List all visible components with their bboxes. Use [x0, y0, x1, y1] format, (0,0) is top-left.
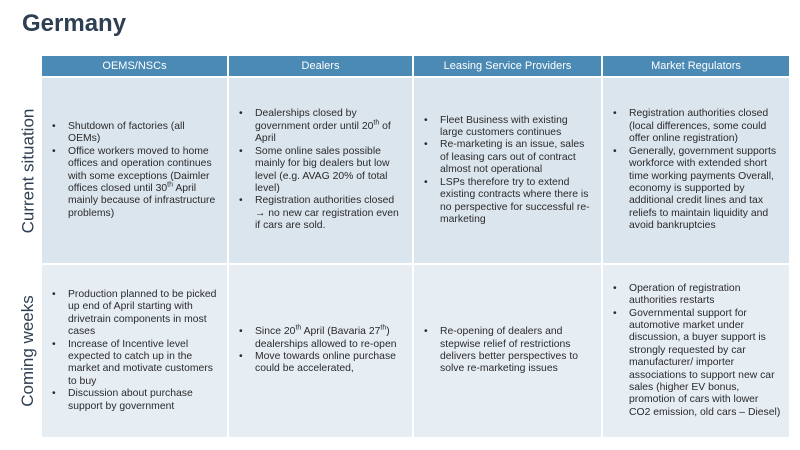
bullet-text: Generally, government supports workforce…: [629, 145, 777, 232]
superscript: th: [373, 119, 380, 127]
bullet: Some online sales possible mainly for bi…: [239, 146, 404, 196]
bullet: Dealerships closed by government order u…: [239, 108, 404, 145]
bullet-text: LSPs therefore try to extend existing co…: [440, 176, 590, 225]
bullet: Fleet Business with existing large custo…: [424, 115, 593, 140]
bullet: Generally, government supports workforce…: [613, 146, 781, 233]
bullet-text: Discussion about purchase support by gov…: [68, 388, 193, 412]
bullet-list: Registration authorities closed (local d…: [613, 108, 781, 232]
bullet: Increase of Incentive level expected to …: [52, 339, 219, 389]
bullet: Re-marketing is an issue, sales of leasi…: [424, 139, 593, 176]
bullet-text: Re-marketing is an issue, sales of leasi…: [440, 139, 585, 176]
superscript: th: [380, 324, 387, 332]
bullet-text: Registration authorities closed → no new…: [255, 195, 399, 232]
superscript: th: [295, 324, 302, 332]
bullet-list: Operation of registration authorities re…: [613, 283, 781, 419]
bullet-list: Fleet Business with existing large custo…: [424, 115, 593, 227]
superscript: th: [167, 181, 174, 189]
bullet-list: Re-opening of dealers and stepwise relie…: [424, 326, 593, 376]
row-label: Current situation: [18, 108, 38, 233]
bullet-text: Fleet Business with existing large custo…: [440, 114, 568, 139]
cell: Operation of registration authorities re…: [603, 265, 789, 437]
bullet: Registration authorities closed (local d…: [613, 108, 781, 145]
column-header: OEMS/NSCs: [42, 56, 227, 76]
bullet-list: Production planned to be picked up end o…: [52, 289, 219, 413]
bullet-text: ) dealerships allowed to re-open: [255, 326, 397, 350]
cell: Registration authorities closed (local d…: [603, 78, 789, 263]
column-header: Market Regulators: [603, 56, 789, 76]
bullet-text: Shutdown of factories (all OEMs): [68, 120, 185, 145]
bullet-list: Dealerships closed by government order u…: [239, 108, 404, 232]
bullet: Discussion about purchase support by gov…: [52, 388, 219, 413]
column-header: Dealers: [229, 56, 412, 76]
bullet: Registration authorities closed → no new…: [239, 195, 404, 232]
bullet: Since 20th April (Bavaria 27th) dealersh…: [239, 324, 404, 351]
bullet: Operation of registration authorities re…: [613, 283, 781, 308]
cell: Re-opening of dealers and stepwise relie…: [414, 265, 601, 437]
table: OEMS/NSCs Dealers Leasing Service Provider…: [42, 56, 789, 437]
bullet-text: Some online sales possible mainly for bi…: [255, 145, 390, 194]
bullet: Move towards online purchase could be ac…: [239, 351, 404, 376]
row-label-box: Current situation: [14, 78, 42, 263]
bullet-text: Since 20: [255, 326, 296, 338]
bullet: LSPs therefore try to extend existing co…: [424, 177, 593, 227]
bullet-text: Re-opening of dealers and stepwise relie…: [440, 326, 579, 375]
slide-title: Germany: [22, 10, 127, 37]
bullet-text: Governmental support for automotive mark…: [629, 307, 781, 418]
bullet-text: Move towards online purchase could be ac…: [255, 351, 396, 375]
cell: Shutdown of factories (all OEMs)Office w…: [42, 78, 227, 263]
row-label-box: Coming weeks: [14, 265, 42, 437]
bullet-text: Production planned to be picked up end o…: [68, 288, 217, 338]
bullet-text: Office workers moved to home offices and…: [68, 145, 212, 194]
bullet-text: April mainly because of infrastructure p…: [68, 182, 216, 219]
bullet-text: April (Bavaria 27: [301, 326, 381, 338]
bullet: Production planned to be picked up end o…: [52, 289, 219, 339]
bullet-text: Operation of registration authorities re…: [629, 282, 741, 307]
bullet-text: Dealerships closed by government order u…: [255, 108, 374, 132]
bullet-list: Shutdown of factories (all OEMs)Office w…: [52, 121, 219, 220]
bullet-list: Since 20th April (Bavaria 27th) dealersh…: [239, 324, 404, 376]
bullet-text: Registration authorities closed (local d…: [629, 108, 769, 145]
cell: Production planned to be picked up end o…: [42, 265, 227, 437]
cell: Dealerships closed by government order u…: [229, 78, 412, 263]
cell: Since 20th April (Bavaria 27th) dealersh…: [229, 265, 412, 437]
bullet-text: of April: [255, 120, 391, 145]
bullet: Office workers moved to home offices and…: [52, 146, 219, 220]
cell: Fleet Business with existing large custo…: [414, 78, 601, 263]
bullet-text: Increase of Incentive level expected to …: [68, 338, 213, 387]
column-header: Leasing Service Providers: [414, 56, 601, 76]
bullet: Shutdown of factories (all OEMs): [52, 121, 219, 146]
bullet: Re-opening of dealers and stepwise relie…: [424, 326, 593, 376]
bullet: Governmental support for automotive mark…: [613, 308, 781, 420]
row-label: Coming weeks: [18, 295, 37, 407]
